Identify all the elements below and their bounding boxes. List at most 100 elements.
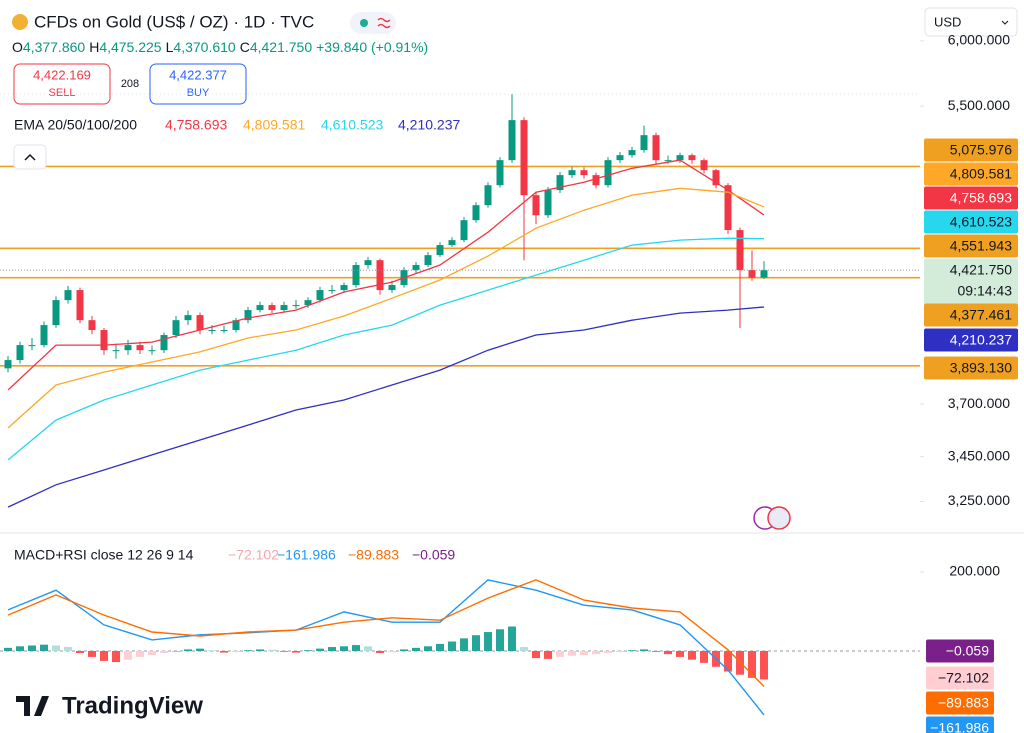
candle-body	[328, 290, 336, 292]
ema-line	[7, 187, 765, 429]
indicator-tag	[926, 639, 994, 663]
candle-body	[208, 330, 216, 332]
macd-legend-value: −161.986	[277, 547, 336, 563]
candle-body	[424, 255, 432, 266]
ema-legend-title: EMA 20/50/100/200	[14, 117, 137, 133]
candle-body	[100, 330, 108, 351]
candle-body	[64, 290, 72, 301]
price-tag	[924, 258, 1018, 305]
ohlc-key: L	[166, 39, 174, 55]
candle-body	[616, 155, 624, 161]
histogram-bar	[232, 651, 240, 653]
candle-body	[376, 260, 384, 291]
candle-body	[172, 320, 180, 336]
histogram-bar	[280, 651, 288, 652]
candle-body	[652, 135, 660, 161]
candle-body	[28, 345, 36, 347]
candle-body	[52, 300, 60, 326]
candle-body	[436, 245, 444, 256]
price-tag-label: 4,610.523	[950, 214, 1012, 230]
histogram-bar	[148, 651, 156, 655]
price-tag-label: 4,421.750	[950, 262, 1012, 278]
sell-label[interactable]: SELL	[49, 87, 76, 99]
histogram-bar	[76, 651, 84, 653]
y-tick-label: 200.000	[949, 563, 1000, 579]
symbol-icon	[12, 14, 28, 30]
histogram-bar	[244, 650, 252, 652]
sell-price[interactable]: 4,422.169	[33, 67, 91, 82]
histogram-bar	[316, 648, 324, 652]
candle-body	[292, 305, 300, 307]
y-tick-label: 5,500.000	[948, 97, 1010, 113]
macd-legend-value: −72.102	[228, 547, 279, 563]
histogram-bar	[220, 651, 228, 653]
candle-body	[508, 120, 516, 161]
candle-body	[268, 305, 276, 311]
collapse-icon[interactable]	[24, 153, 36, 161]
status-pill	[350, 12, 396, 34]
candle-body	[316, 290, 324, 301]
candle-body	[340, 285, 348, 291]
indicator-tag	[926, 691, 994, 715]
dropdown-arrow[interactable]	[1001, 20, 1009, 25]
candle-body	[364, 260, 372, 266]
macd-line	[7, 579, 765, 687]
ohlc-key: O	[12, 39, 23, 55]
candle-body	[448, 240, 456, 246]
y-tick-label: 6,000.000	[948, 32, 1010, 48]
histogram-bar	[88, 651, 96, 657]
histogram-bar	[760, 651, 768, 680]
y-tick-label: 3,700.000	[948, 395, 1010, 411]
histogram-bar	[208, 650, 216, 652]
candle-body	[724, 185, 732, 231]
flag-circle[interactable]	[767, 506, 791, 530]
price-tag	[924, 234, 1018, 258]
buy-price[interactable]: 4,422.377	[169, 67, 227, 82]
collapse-button[interactable]	[13, 144, 47, 170]
symbol-title: CFDs on Gold (US$ / OZ) · 1D · TVC	[34, 12, 314, 31]
candle-body	[628, 150, 636, 156]
macd-legend-title: MACD+RSI close 12 26 9 14	[14, 547, 194, 563]
candle-body	[592, 175, 600, 186]
histogram-bar	[568, 651, 576, 656]
histogram-bar	[628, 650, 636, 652]
candle-body	[232, 320, 240, 331]
buy-label[interactable]: BUY	[187, 87, 210, 99]
candle-body	[256, 305, 264, 311]
currency-select[interactable]	[924, 7, 1018, 37]
histogram-bar	[340, 646, 348, 652]
price-tag-label: 4,809.581	[950, 166, 1012, 182]
currency-label[interactable]: USD	[934, 14, 961, 29]
price-tag-label: 4,210.237	[950, 332, 1012, 348]
histogram-bar	[64, 647, 72, 652]
spread: 208	[121, 78, 139, 90]
candle-body	[712, 170, 720, 186]
price-tag	[924, 162, 1018, 186]
candle-body	[352, 265, 360, 286]
macd-legend-value: −89.883	[348, 547, 399, 563]
ema-legend-value: 4,758.693	[165, 117, 227, 133]
indicator-tag-label: −72.102	[938, 670, 989, 686]
ohlc-value: 4,370.610	[173, 39, 235, 55]
events-icon[interactable]	[753, 506, 791, 530]
candle-body	[568, 170, 576, 176]
histogram-bar	[616, 651, 624, 653]
delay-icon	[377, 17, 391, 29]
sell-button[interactable]	[13, 63, 111, 105]
histogram-bar	[508, 626, 516, 652]
histogram-bar	[592, 651, 600, 655]
candle-body	[196, 315, 204, 331]
histogram-bar	[640, 649, 648, 652]
candle-body	[40, 325, 48, 346]
histogram-bar	[496, 629, 504, 652]
histogram-bar	[748, 651, 756, 678]
histogram-bar	[4, 647, 12, 652]
candle-body	[532, 195, 540, 216]
histogram-bar	[184, 649, 192, 652]
price-pane: 6,000.000 5,500.000 3,700.000 3,450.000 3,25…	[0, 32, 1010, 508]
histogram-bar	[124, 651, 132, 660]
buy-button[interactable]	[149, 63, 247, 105]
candle-body	[412, 265, 420, 271]
histogram-bar	[400, 649, 408, 652]
